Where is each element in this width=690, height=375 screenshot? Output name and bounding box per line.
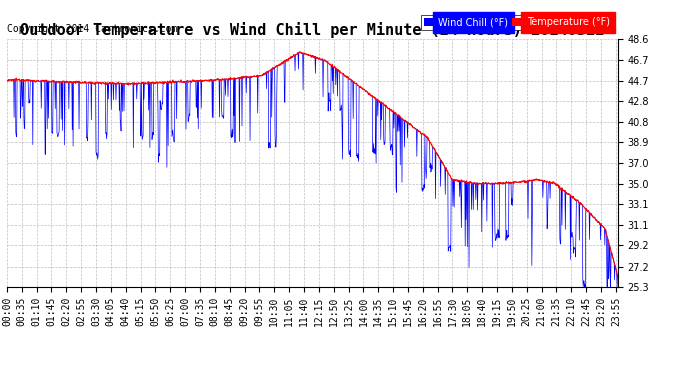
Text: Copyright 2014 Cartronics.com: Copyright 2014 Cartronics.com [7,24,177,34]
Title: Outdoor Temperature vs Wind Chill per Minute (24 Hours) 20140311: Outdoor Temperature vs Wind Chill per Mi… [20,22,604,38]
Legend: Wind Chill (°F), Temperature (°F): Wind Chill (°F), Temperature (°F) [421,15,613,30]
